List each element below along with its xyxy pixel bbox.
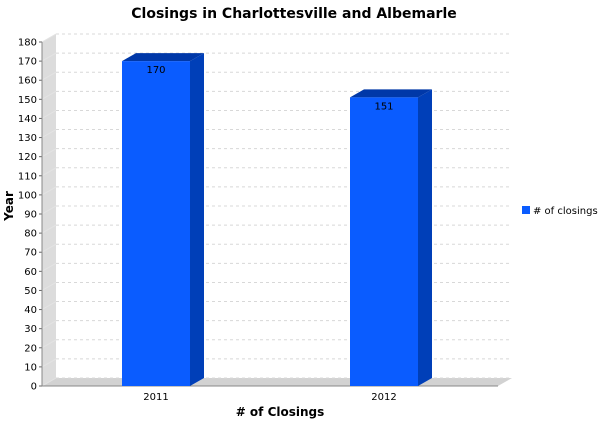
y-tick-label: 40 [24, 305, 37, 316]
bar-side [190, 53, 204, 386]
grid-line-depth [41, 110, 57, 119]
grid-line-depth [41, 186, 57, 196]
y-tick-label: 10 [24, 362, 37, 373]
y-axis-label: Year [2, 191, 16, 222]
grid-line-depth [41, 224, 57, 234]
grid-line-depth [41, 243, 57, 253]
y-tick-label: 30 [24, 324, 37, 335]
y-tick-label: 0 [31, 382, 37, 393]
bar-top [350, 89, 432, 98]
x-tick-label: 2012 [371, 392, 396, 403]
grid-line-depth [41, 33, 57, 43]
y-tick-label: 170 [18, 57, 37, 68]
bar [122, 61, 190, 386]
y-tick-label: 50 [24, 286, 37, 297]
bar-side [418, 89, 432, 386]
grid-line-depth [41, 301, 57, 310]
y-tick-label: 100 [18, 190, 37, 201]
legend: # of closings [522, 206, 598, 217]
grid-line-depth [41, 262, 57, 272]
data-label: 170 [146, 65, 165, 76]
x-axis-label: # of Closings [236, 405, 325, 419]
grid-line-depth [41, 129, 57, 138]
floor [42, 378, 512, 386]
chart-title: Closings in Charlottesville and Albemarl… [131, 6, 456, 22]
bar-top [122, 53, 204, 62]
grid-line-depth [41, 358, 57, 368]
grid-line-depth [41, 320, 57, 330]
y-tick-label: 80 [24, 229, 37, 240]
y-tick-label: 120 [18, 152, 37, 163]
grid-line-depth [41, 282, 57, 291]
y-tick-label: 150 [18, 95, 37, 106]
grid-line-depth [41, 167, 57, 177]
legend-entry: # of closings [533, 206, 598, 217]
y-tick-label: 180 [18, 38, 37, 49]
grid-line-depth [41, 205, 57, 215]
grid-line-depth [41, 52, 57, 62]
y-tick-label: 20 [24, 343, 37, 354]
data-label: 151 [374, 101, 393, 112]
grid-line-depth [41, 339, 57, 349]
grid-line-depth [41, 148, 57, 158]
y-tick-label: 160 [18, 76, 37, 87]
legend-swatch [522, 206, 530, 214]
grid-line-depth [41, 377, 57, 387]
y-tick-label: 70 [24, 248, 37, 259]
grid-line-depth [41, 90, 57, 100]
y-tick-label: 130 [18, 133, 37, 144]
x-tick-label: 2011 [143, 392, 168, 403]
y-tick-label: 90 [24, 210, 37, 221]
y-tick-label: 60 [24, 267, 37, 278]
y-tick-label: 110 [18, 171, 37, 182]
grid-line-depth [41, 71, 57, 81]
bar [350, 97, 418, 386]
y-tick-label: 140 [18, 114, 37, 125]
